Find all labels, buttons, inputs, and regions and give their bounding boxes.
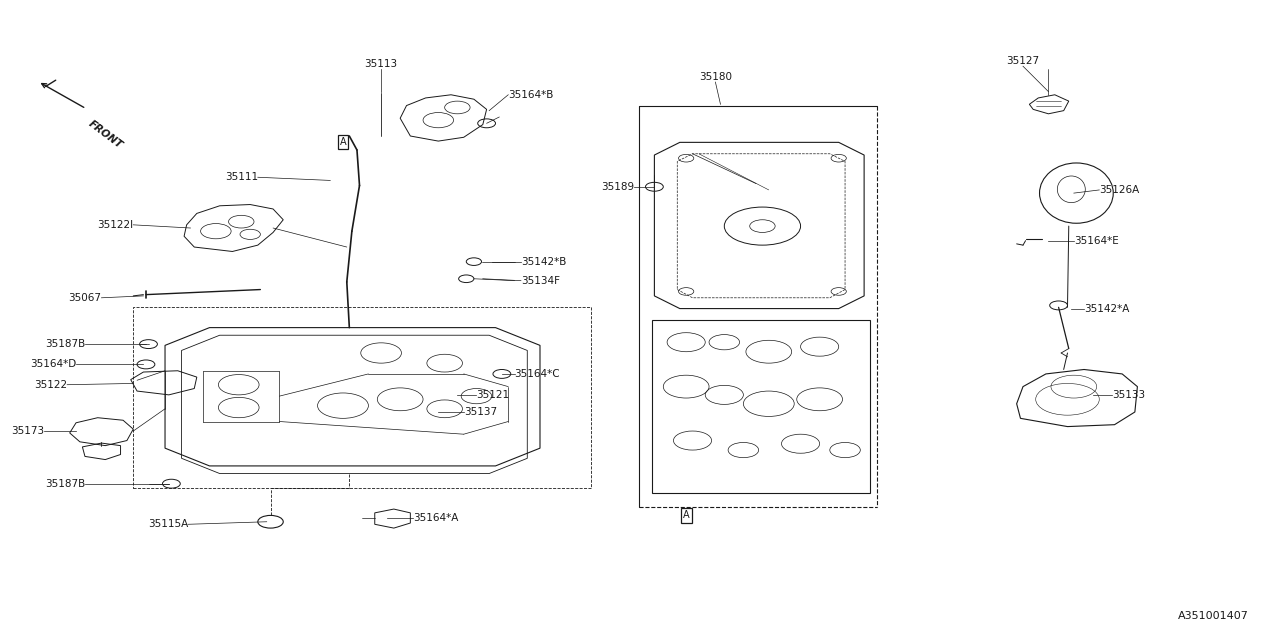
- Text: 35113: 35113: [365, 60, 398, 69]
- Text: 35164*E: 35164*E: [1074, 236, 1119, 246]
- Text: 35180: 35180: [699, 72, 732, 82]
- Text: A351001407: A351001407: [1179, 611, 1249, 621]
- Text: 35189: 35189: [600, 182, 634, 192]
- Text: 35164*B: 35164*B: [508, 90, 553, 100]
- Text: A: A: [339, 138, 347, 147]
- Text: 35187B: 35187B: [45, 339, 84, 349]
- Text: 35137: 35137: [463, 407, 497, 417]
- Text: 35121: 35121: [476, 390, 509, 400]
- Text: 35187B: 35187B: [45, 479, 84, 489]
- Text: 35142*A: 35142*A: [1084, 303, 1129, 314]
- Text: 35142*B: 35142*B: [521, 257, 566, 267]
- Bar: [133, 307, 591, 488]
- Text: 35111: 35111: [225, 172, 257, 182]
- Text: 35127: 35127: [1006, 56, 1039, 66]
- Text: 35126A: 35126A: [1100, 185, 1139, 195]
- Text: 35164*D: 35164*D: [29, 360, 76, 369]
- Text: 35134F: 35134F: [521, 276, 559, 285]
- Text: FRONT: FRONT: [86, 118, 124, 150]
- Text: 35067: 35067: [68, 292, 101, 303]
- Text: 35115A: 35115A: [147, 519, 188, 529]
- Text: 35122I: 35122I: [97, 220, 133, 230]
- Text: 35173: 35173: [12, 426, 45, 436]
- Text: A: A: [682, 511, 690, 520]
- Text: 35164*A: 35164*A: [413, 513, 458, 523]
- Text: 35122: 35122: [35, 380, 67, 390]
- Text: 35164*C: 35164*C: [515, 369, 561, 379]
- Text: 35133: 35133: [1112, 390, 1146, 400]
